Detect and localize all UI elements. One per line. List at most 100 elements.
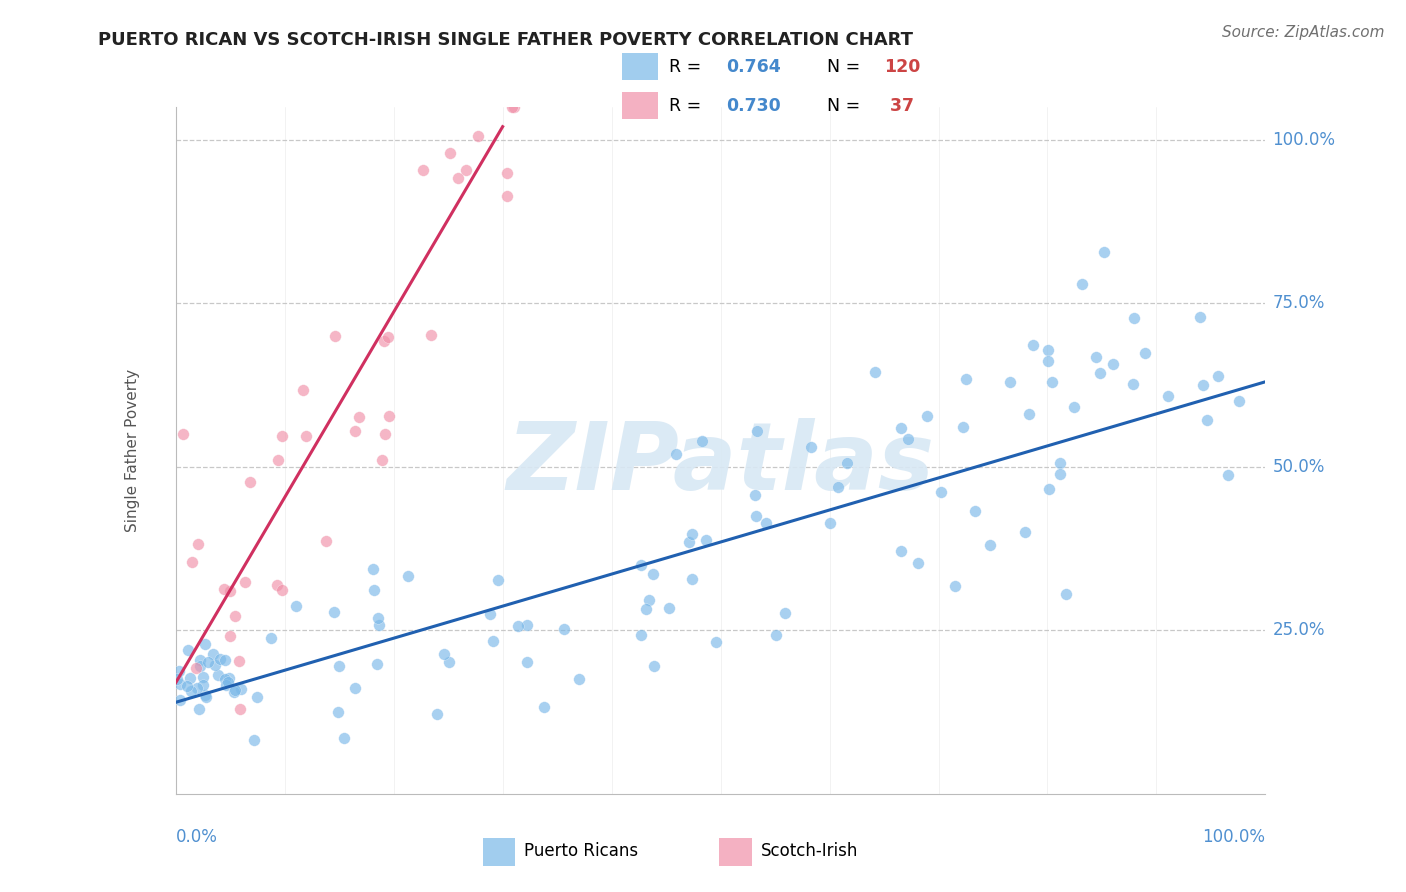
Point	[201, 647, 224, 661]
Text: 37: 37	[884, 96, 914, 114]
Point	[266, 578, 288, 592]
Point	[503, 100, 526, 114]
Text: PUERTO RICAN VS SCOTCH-IRISH SINGLE FATHER POVERTY CORRELATION CHART: PUERTO RICAN VS SCOTCH-IRISH SINGLE FATH…	[98, 31, 914, 49]
Point	[1018, 407, 1040, 421]
Point	[260, 631, 283, 645]
Point	[943, 579, 966, 593]
Point	[363, 561, 385, 575]
Point	[439, 145, 461, 160]
Point	[482, 634, 505, 648]
Point	[347, 410, 370, 425]
Point	[208, 651, 231, 665]
Text: 0.764: 0.764	[727, 58, 782, 76]
Point	[835, 456, 858, 470]
Point	[486, 573, 509, 587]
Point	[1092, 244, 1115, 259]
Point	[827, 480, 849, 494]
Point	[1122, 310, 1144, 325]
Text: Single Father Poverty: Single Father Poverty	[125, 369, 139, 532]
Point	[332, 731, 354, 745]
Point	[863, 365, 886, 379]
Point	[744, 488, 766, 502]
Point	[1022, 338, 1045, 352]
Point	[194, 690, 217, 704]
Point	[366, 657, 388, 672]
Point	[965, 504, 987, 518]
Point	[1189, 310, 1212, 324]
Point	[998, 376, 1021, 390]
Point	[952, 419, 974, 434]
Text: 75.0%: 75.0%	[1272, 294, 1324, 312]
Bar	[720, 838, 752, 866]
Point	[1038, 354, 1060, 368]
Point	[467, 128, 489, 143]
Point	[367, 618, 389, 632]
Point	[1101, 358, 1123, 372]
Bar	[482, 838, 515, 866]
Text: R =: R =	[669, 58, 702, 76]
Point	[630, 628, 652, 642]
Text: 0.0%: 0.0%	[176, 828, 218, 847]
Point	[266, 453, 288, 467]
Point	[890, 421, 912, 435]
Point	[367, 611, 389, 625]
Point	[678, 535, 700, 549]
Text: N =: N =	[827, 96, 860, 114]
Point	[495, 189, 517, 203]
Point	[187, 537, 209, 551]
Text: ZIPatlas: ZIPatlas	[506, 418, 935, 510]
Point	[420, 328, 443, 343]
Point	[1040, 376, 1063, 390]
Point	[243, 733, 266, 747]
Point	[1054, 587, 1077, 601]
Point	[214, 653, 236, 667]
Point	[820, 516, 842, 530]
Point	[897, 432, 920, 446]
Point	[328, 659, 350, 673]
Point	[246, 690, 269, 704]
Point	[800, 440, 823, 454]
Point	[915, 409, 938, 424]
Point	[215, 678, 238, 692]
Text: 0.730: 0.730	[727, 96, 782, 114]
Text: Scotch-Irish: Scotch-Irish	[761, 842, 859, 860]
Point	[373, 334, 395, 349]
Point	[222, 685, 245, 699]
Point	[1195, 413, 1218, 427]
Point	[426, 707, 449, 722]
Point	[1063, 401, 1085, 415]
Text: 100.0%: 100.0%	[1202, 828, 1265, 847]
Point	[695, 533, 717, 547]
Point	[228, 701, 250, 715]
Point	[907, 556, 929, 570]
Point	[690, 434, 713, 448]
Point	[176, 679, 198, 693]
Point	[270, 429, 292, 443]
Point	[1085, 351, 1108, 365]
Point	[188, 702, 211, 716]
Point	[190, 658, 212, 673]
Point	[377, 330, 399, 344]
Point	[344, 424, 367, 438]
Point	[191, 670, 214, 684]
Point	[188, 653, 211, 667]
Point	[681, 526, 703, 541]
Point	[637, 593, 659, 607]
Point	[1049, 457, 1071, 471]
Bar	[623, 54, 658, 80]
Text: N =: N =	[827, 58, 860, 76]
Point	[363, 583, 385, 598]
Point	[1038, 482, 1060, 496]
Point	[169, 677, 191, 691]
Point	[191, 678, 214, 692]
Text: Source: ZipAtlas.com: Source: ZipAtlas.com	[1222, 25, 1385, 40]
Point	[745, 508, 768, 523]
Point	[224, 609, 246, 624]
Point	[1049, 467, 1071, 482]
Point	[166, 672, 188, 686]
Point	[641, 566, 664, 581]
Point	[194, 637, 217, 651]
Point	[496, 166, 519, 180]
Point	[214, 582, 236, 596]
Point	[1122, 377, 1144, 392]
